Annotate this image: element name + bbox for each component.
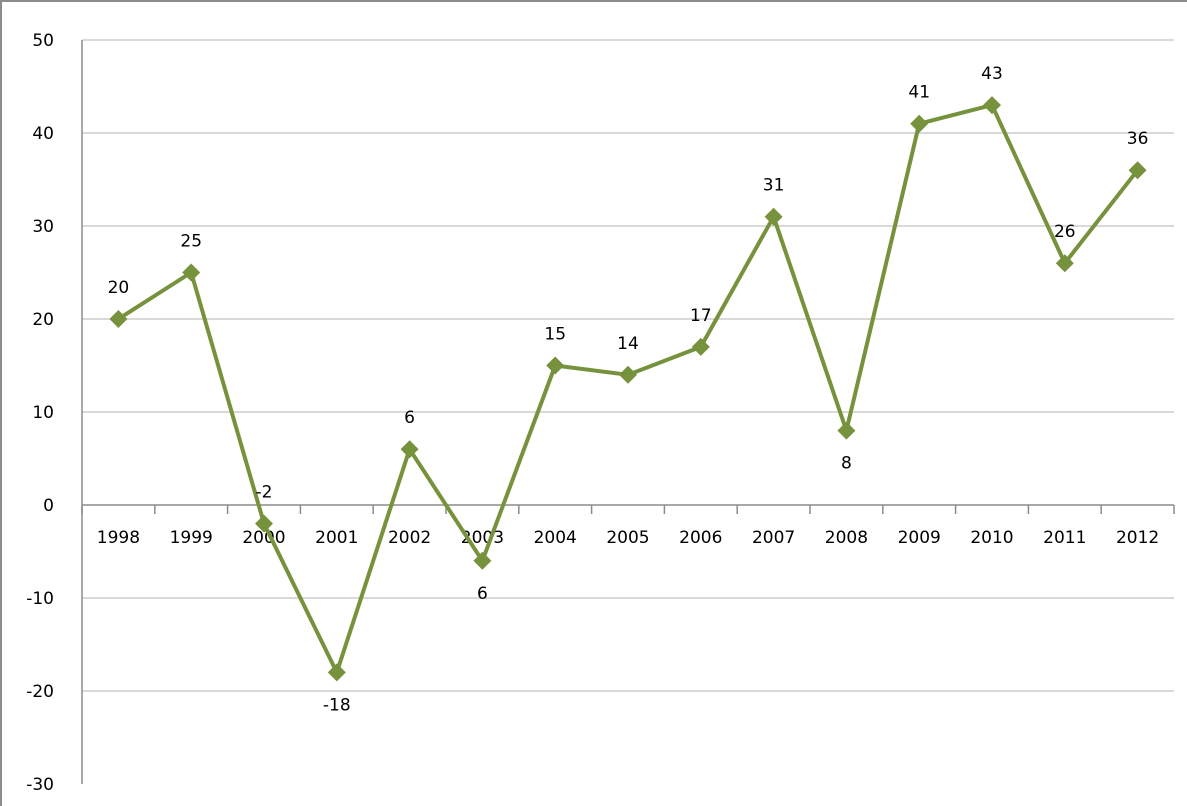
data-label: 41 [908, 83, 930, 103]
data-label: 6 [404, 408, 415, 428]
x-tick-label: 2006 [679, 528, 722, 548]
x-axis-ticks: 1998 1999 2000 2001 2002 2003 2004 2005 2006 2007… [97, 528, 1159, 548]
data-label: 8 [841, 454, 852, 474]
data-point-marker [473, 551, 492, 570]
x-tick-label: 2008 [825, 528, 868, 548]
data-label: 43 [981, 64, 1003, 84]
data-label: 25 [180, 232, 202, 252]
x-tick-label: 1999 [170, 528, 213, 548]
data-point-marker [619, 365, 637, 384]
x-tick-label: 2011 [1043, 528, 1086, 548]
data-point-marker [255, 514, 273, 533]
x-tick-label: 2004 [534, 528, 577, 548]
x-tick-label: 2012 [1116, 528, 1159, 548]
data-point-marker [400, 440, 419, 459]
y-tick-label: 20 [32, 310, 54, 330]
x-tick-label: 2001 [315, 528, 358, 548]
y-tick-label: -10 [26, 589, 54, 609]
data-point-marker [1128, 161, 1147, 180]
data-point-marker [109, 310, 128, 328]
data-point-marker [691, 337, 710, 356]
y-tick-label: 0 [43, 496, 54, 516]
series-line [117, 103, 1140, 675]
data-point-marker [1055, 254, 1074, 273]
data-label: 31 [763, 176, 785, 196]
x-tick-label: 2005 [606, 528, 649, 548]
data-point-marker [764, 207, 783, 226]
y-tick-label: 30 [32, 217, 54, 237]
data-label: 17 [690, 306, 712, 326]
data-label: -18 [323, 695, 351, 715]
data-point-marker [910, 114, 929, 133]
data-label: 6 [477, 584, 488, 604]
data-point-marker [327, 663, 346, 682]
data-label: 36 [1127, 129, 1149, 149]
data-label: 15 [544, 325, 566, 345]
data-point-marker [546, 356, 565, 375]
x-tick-label: 2007 [752, 528, 795, 548]
data-label: 14 [617, 334, 639, 354]
series [109, 96, 1147, 682]
y-tick-label: -20 [26, 682, 54, 702]
x-tick-label: 2010 [970, 528, 1013, 548]
data-label: -2 [256, 483, 273, 503]
y-axis-ticks: -30 -20 -10 0 10 20 30 40 50 [26, 31, 54, 795]
x-tick-label: 1998 [97, 528, 140, 548]
axes [81, 40, 1175, 784]
gridlines [82, 39, 1174, 692]
data-labels: 20 25 -2 -18 6 6 15 14 17 31 8 41 43 26 36 [108, 64, 1149, 715]
x-tick-label: 2009 [898, 528, 941, 548]
data-label: 20 [108, 278, 130, 298]
data-point-marker [837, 421, 856, 440]
y-tick-label: 40 [32, 124, 54, 144]
y-tick-label: 10 [32, 403, 54, 423]
data-point-marker [983, 96, 1001, 115]
data-label: 26 [1054, 222, 1076, 242]
x-tick-label: 2002 [388, 528, 431, 548]
y-tick-label: -30 [26, 775, 54, 795]
y-tick-label: 50 [32, 31, 54, 51]
data-point-marker [182, 263, 201, 282]
